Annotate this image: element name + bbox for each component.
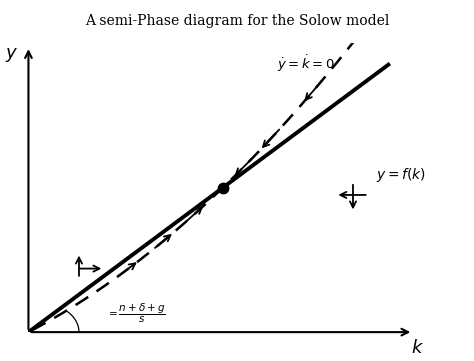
- Text: $\dot{y} = \dot{k} =0$: $\dot{y} = \dot{k} =0$: [277, 53, 335, 74]
- Text: $= \dfrac{n+\delta+g}{s}$: $= \dfrac{n+\delta+g}{s}$: [106, 302, 166, 325]
- Text: $k$: $k$: [410, 339, 424, 357]
- Text: $y = f(k)$: $y = f(k)$: [376, 166, 427, 184]
- Text: A semi-Phase diagram for the Solow model: A semi-Phase diagram for the Solow model: [85, 14, 390, 29]
- Text: $y$: $y$: [5, 46, 18, 64]
